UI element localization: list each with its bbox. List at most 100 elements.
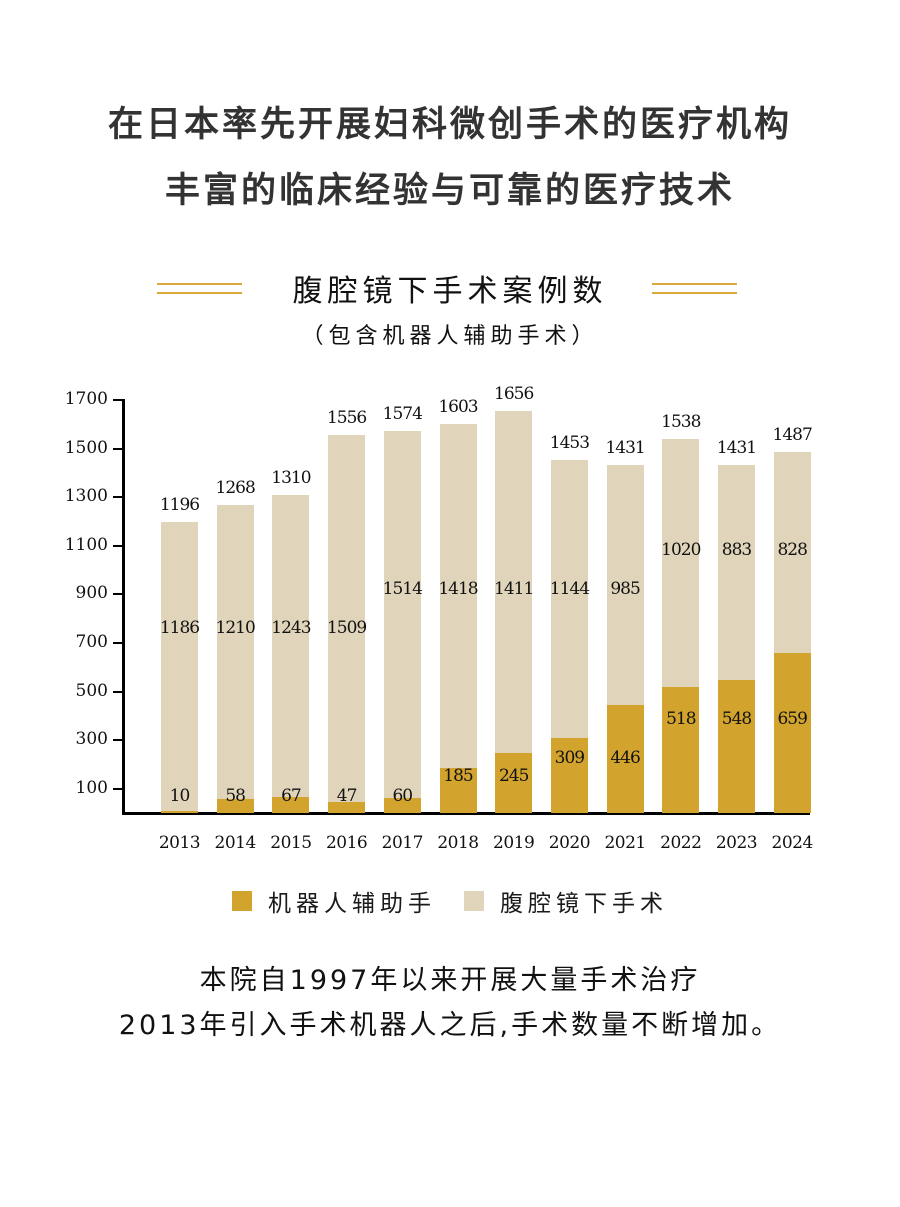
y-tick-label: 1700 xyxy=(64,389,108,409)
legend-item-robot: 机器人辅助手 xyxy=(232,884,436,918)
robot-value-label: 185 xyxy=(443,766,473,786)
robot-value-label: 518 xyxy=(666,709,696,729)
bar-robot-2014 xyxy=(216,798,254,813)
x-tick-label: 2024 xyxy=(771,833,814,853)
total-label: 1310 xyxy=(271,467,311,488)
laparoscopic-value-label: 1186 xyxy=(159,618,200,638)
robot-value-label: 309 xyxy=(554,748,585,768)
bar-robot-2015 xyxy=(272,796,310,813)
x-tick-label: 2013 xyxy=(158,833,201,853)
total-label: 1656 xyxy=(494,383,534,404)
bar-robot-2018 xyxy=(439,768,477,813)
laparoscopic-value-label: 1509 xyxy=(326,618,367,638)
bar-laparoscopic-2014 xyxy=(216,504,254,799)
robot-swatch-icon xyxy=(232,891,252,911)
robot-value-label: 60 xyxy=(392,786,413,806)
total-label: 1556 xyxy=(326,407,367,428)
y-axis xyxy=(122,399,125,815)
laparoscopic-swatch-icon xyxy=(464,891,484,911)
title-decoration-left xyxy=(157,283,242,294)
x-tick-label: 2015 xyxy=(270,833,312,853)
laparoscopic-value-label: 828 xyxy=(777,540,807,560)
y-tick-label: 900 xyxy=(75,583,108,604)
robot-value-label: 10 xyxy=(169,786,191,806)
stacked-bar-chart: 100 300 500 700 900 1100 1300 1500 1700 1196 1186 1… xyxy=(64,383,814,853)
laparoscopic-value-label: 1243 xyxy=(271,618,311,638)
y-tick-label: 1300 xyxy=(64,486,108,507)
x-tick-label: 2020 xyxy=(548,833,591,853)
total-label: 1431 xyxy=(716,438,757,459)
bar-laparoscopic-2016 xyxy=(328,434,366,802)
robot-value-label: 659 xyxy=(777,709,807,729)
chart-subtitle: （包含机器人辅助手术） xyxy=(301,324,599,349)
y-tick-label: 500 xyxy=(75,680,108,701)
robot-value-label: 245 xyxy=(498,766,529,786)
bar-laparoscopic-2021 xyxy=(606,465,644,705)
y-tick xyxy=(113,690,123,693)
bar-laparoscopic-2015 xyxy=(272,494,310,797)
y-tick xyxy=(113,593,123,596)
robot-value-label: 67 xyxy=(281,786,302,806)
laparoscopic-value-label: 1020 xyxy=(661,540,701,560)
bar-robot-2017 xyxy=(383,798,421,813)
y-tick-label: 1100 xyxy=(64,534,108,555)
laparoscopic-value-label: 883 xyxy=(721,540,752,560)
y-tick-label: 1500 xyxy=(64,437,108,458)
total-label: 1603 xyxy=(438,396,478,417)
x-tick-label: 2016 xyxy=(325,833,368,853)
y-tick-label: 300 xyxy=(75,729,108,750)
bar-robot-2016 xyxy=(328,801,366,813)
bar-robot-2020 xyxy=(550,737,588,813)
laparoscopic-value-label: 1418 xyxy=(438,579,478,599)
total-label: 1538 xyxy=(661,412,701,433)
total-label: 1431 xyxy=(605,438,645,459)
x-axis xyxy=(122,812,810,815)
chart-legend: 机器人辅助手 腹腔镜下手术 xyxy=(0,884,900,918)
x-tick-label: 2014 xyxy=(214,833,257,853)
x-tick-label: 2021 xyxy=(604,833,646,853)
bar-laparoscopic-2024 xyxy=(773,451,811,653)
bar-robot-2023 xyxy=(718,679,755,813)
robot-value-label: 47 xyxy=(336,786,358,806)
bar-robot-2021 xyxy=(606,704,644,813)
x-tick-label: 2023 xyxy=(715,833,758,853)
bar-robot-2024 xyxy=(773,652,811,813)
legend-label-robot: 机器人辅助手 xyxy=(268,891,436,917)
laparoscopic-value-label: 1210 xyxy=(215,618,256,638)
laparoscopic-value-label: 1144 xyxy=(549,579,590,599)
robot-value-label: 548 xyxy=(721,709,752,729)
bar-laparoscopic-2019 xyxy=(495,410,533,754)
bar-laparoscopic-2020 xyxy=(550,460,588,738)
x-tick-label: 2017 xyxy=(381,833,424,853)
x-tick-label: 2018 xyxy=(437,833,479,853)
x-tick-label: 2019 xyxy=(493,833,535,853)
y-tick xyxy=(113,787,123,790)
bar-robot-2013 xyxy=(161,810,198,813)
total-label: 1574 xyxy=(382,403,423,424)
bar-robot-2019 xyxy=(495,753,533,813)
y-tick-label: 100 xyxy=(75,777,108,798)
laparoscopic-value-label: 1514 xyxy=(382,579,423,599)
y-tick-label: 700 xyxy=(75,631,108,652)
footer-line-2: 2013年引入手术机器人之后,手术数量不断增加。 xyxy=(118,1010,782,1041)
chart-title: 腹腔镜下手术案例数 xyxy=(292,274,608,309)
legend-label-laparoscopic: 腹腔镜下手术 xyxy=(500,891,668,917)
bar-laparoscopic-2023 xyxy=(718,465,755,680)
y-tick xyxy=(113,447,123,450)
total-label: 1487 xyxy=(772,424,813,445)
y-tick xyxy=(113,496,123,499)
bar-robot-2022 xyxy=(662,687,700,813)
bar-laparoscopic-2017 xyxy=(383,430,421,799)
headline-line-2: 丰富的临床经验与可靠的医疗技术 xyxy=(164,171,735,211)
y-tick xyxy=(113,739,123,742)
total-label: 1453 xyxy=(549,433,590,453)
bar-laparoscopic-2018 xyxy=(439,423,477,769)
x-tick-label: 2022 xyxy=(660,833,702,853)
bar-laparoscopic-2022 xyxy=(662,439,700,688)
robot-value-label: 446 xyxy=(610,748,640,768)
laparoscopic-value-label: 985 xyxy=(610,579,640,599)
y-tick xyxy=(113,544,123,547)
robot-value-label: 58 xyxy=(225,786,246,806)
legend-item-laparoscopic: 腹腔镜下手术 xyxy=(464,884,668,918)
total-label: 1268 xyxy=(215,477,256,498)
